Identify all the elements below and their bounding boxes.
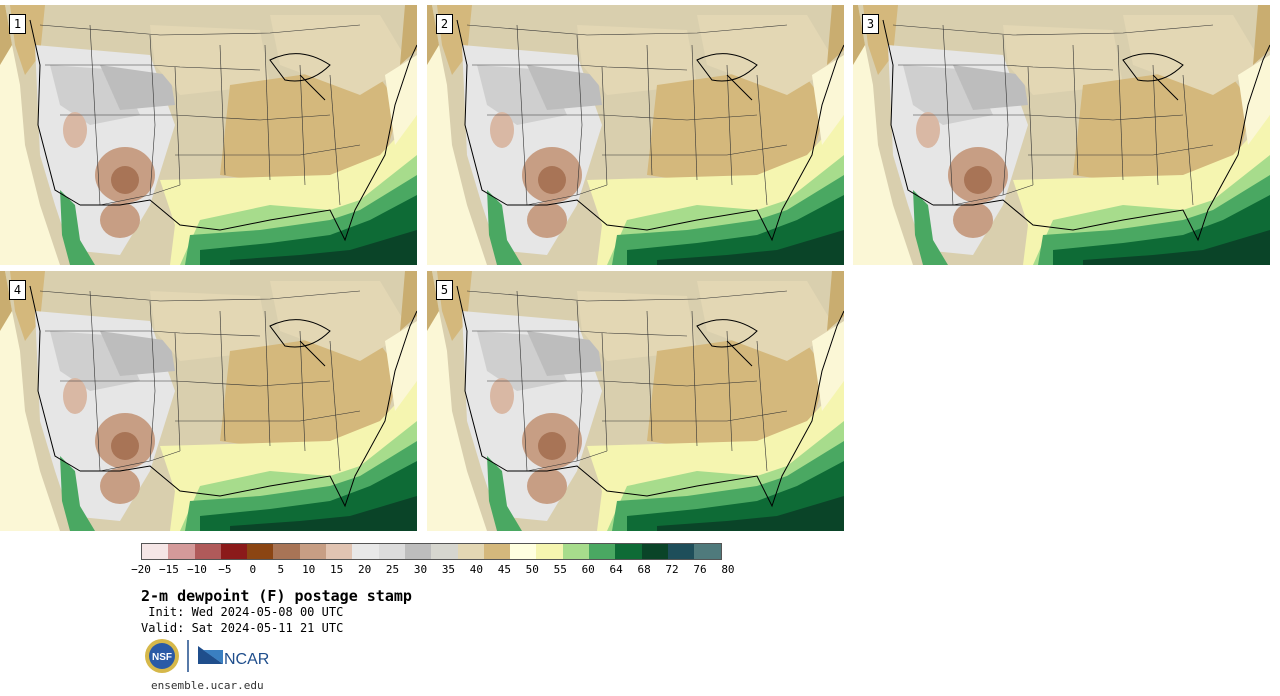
colorbar-tick-label: 55 bbox=[553, 563, 567, 576]
colorbar-swatch bbox=[536, 544, 563, 559]
colorbar-swatch bbox=[483, 544, 511, 559]
panel-number: 1 bbox=[9, 14, 26, 34]
init-time: Init: Wed 2024-05-08 00 UTC bbox=[141, 605, 344, 619]
colorbar-swatch bbox=[457, 544, 484, 559]
map-panel-1[interactable]: 1 bbox=[0, 5, 417, 265]
colorbar-tick-label: 35 bbox=[441, 563, 456, 576]
colorbar-tick-label: 0 bbox=[249, 563, 257, 576]
panel-number: 3 bbox=[862, 14, 879, 34]
colorbar-swatch bbox=[404, 544, 432, 559]
colorbar-tick-label: 60 bbox=[581, 563, 595, 576]
colorbar-tick-label: 80 bbox=[721, 563, 735, 576]
colorbar-tick-label: 64 bbox=[609, 563, 623, 576]
colorbar-swatch bbox=[220, 544, 248, 559]
panel-number: 4 bbox=[9, 280, 26, 300]
colorbar-swatch bbox=[589, 544, 616, 559]
colorbar-swatch bbox=[247, 544, 274, 559]
colorbar-tick-label: 68 bbox=[637, 563, 651, 576]
colorbar-swatch bbox=[194, 544, 221, 559]
colorbar-swatch bbox=[378, 544, 405, 559]
ncar-logo-icon: NCAR bbox=[198, 646, 269, 668]
colorbar-tick-label: −10 bbox=[186, 563, 207, 576]
colorbar-tick-label: −5 bbox=[218, 563, 232, 576]
map-panel-3[interactable]: 3 bbox=[853, 5, 1270, 265]
colorbar-swatch bbox=[562, 544, 590, 559]
colorbar-tick-label: 76 bbox=[693, 563, 707, 576]
footer-url[interactable]: ensemble.ucar.edu bbox=[151, 679, 264, 692]
colorbar-swatch bbox=[431, 544, 458, 559]
map-panel-4[interactable]: 4 bbox=[0, 271, 417, 531]
dewpoint-map bbox=[427, 271, 844, 531]
logos: NSF NCAR bbox=[143, 638, 283, 674]
colorbar-tick-label: −20 bbox=[131, 563, 151, 576]
panel-number: 5 bbox=[436, 280, 453, 300]
colorbar bbox=[141, 543, 722, 560]
dewpoint-map bbox=[427, 5, 844, 265]
dewpoint-map bbox=[853, 5, 1270, 265]
nsf-logo-text: NSF bbox=[152, 652, 172, 663]
ncar-logo-text: NCAR bbox=[224, 651, 269, 668]
colorbar-tick-label: 5 bbox=[277, 563, 285, 576]
colorbar-swatch bbox=[168, 544, 195, 559]
valid-time: Valid: Sat 2024-05-11 21 UTC bbox=[141, 621, 344, 635]
colorbar-swatch bbox=[667, 544, 695, 559]
colorbar-tick-label: 45 bbox=[497, 563, 511, 576]
colorbar-swatch bbox=[352, 544, 379, 559]
dewpoint-map bbox=[0, 5, 417, 265]
map-panel-2[interactable]: 2 bbox=[427, 5, 844, 265]
colorbar-tick-label: 15 bbox=[330, 563, 344, 576]
colorbar-tick-label: 72 bbox=[665, 563, 679, 576]
colorbar-tick-label: 50 bbox=[525, 563, 539, 576]
colorbar-swatch bbox=[641, 544, 668, 559]
colorbar-ticks: −20 −15 −10 −5 0 5 10 15 20 25 30 35 40 45 50 55 60 64 68 7… bbox=[0, 563, 1280, 579]
colorbar-tick-label: 25 bbox=[385, 563, 400, 576]
colorbar-tick-label: 10 bbox=[302, 563, 316, 576]
colorbar-swatch bbox=[299, 544, 327, 559]
colorbar-tick-label: 20 bbox=[357, 563, 372, 576]
map-panel-5[interactable]: 5 bbox=[427, 271, 844, 531]
dewpoint-map bbox=[0, 271, 417, 531]
colorbar-swatch bbox=[326, 544, 353, 559]
plot-title: 2-m dewpoint (F) postage stamp bbox=[141, 587, 412, 605]
colorbar-swatch bbox=[510, 544, 537, 559]
colorbar-tick-label: 40 bbox=[469, 563, 484, 576]
colorbar-swatch bbox=[273, 544, 300, 559]
colorbar-swatch bbox=[142, 544, 169, 559]
colorbar-swatch bbox=[694, 544, 721, 559]
colorbar-tick-label: 30 bbox=[413, 563, 428, 576]
colorbar-swatch bbox=[615, 544, 642, 559]
colorbar-tick-label: −15 bbox=[159, 563, 179, 576]
nsf-logo-icon: NSF bbox=[145, 639, 179, 673]
panel-number: 2 bbox=[436, 14, 453, 34]
